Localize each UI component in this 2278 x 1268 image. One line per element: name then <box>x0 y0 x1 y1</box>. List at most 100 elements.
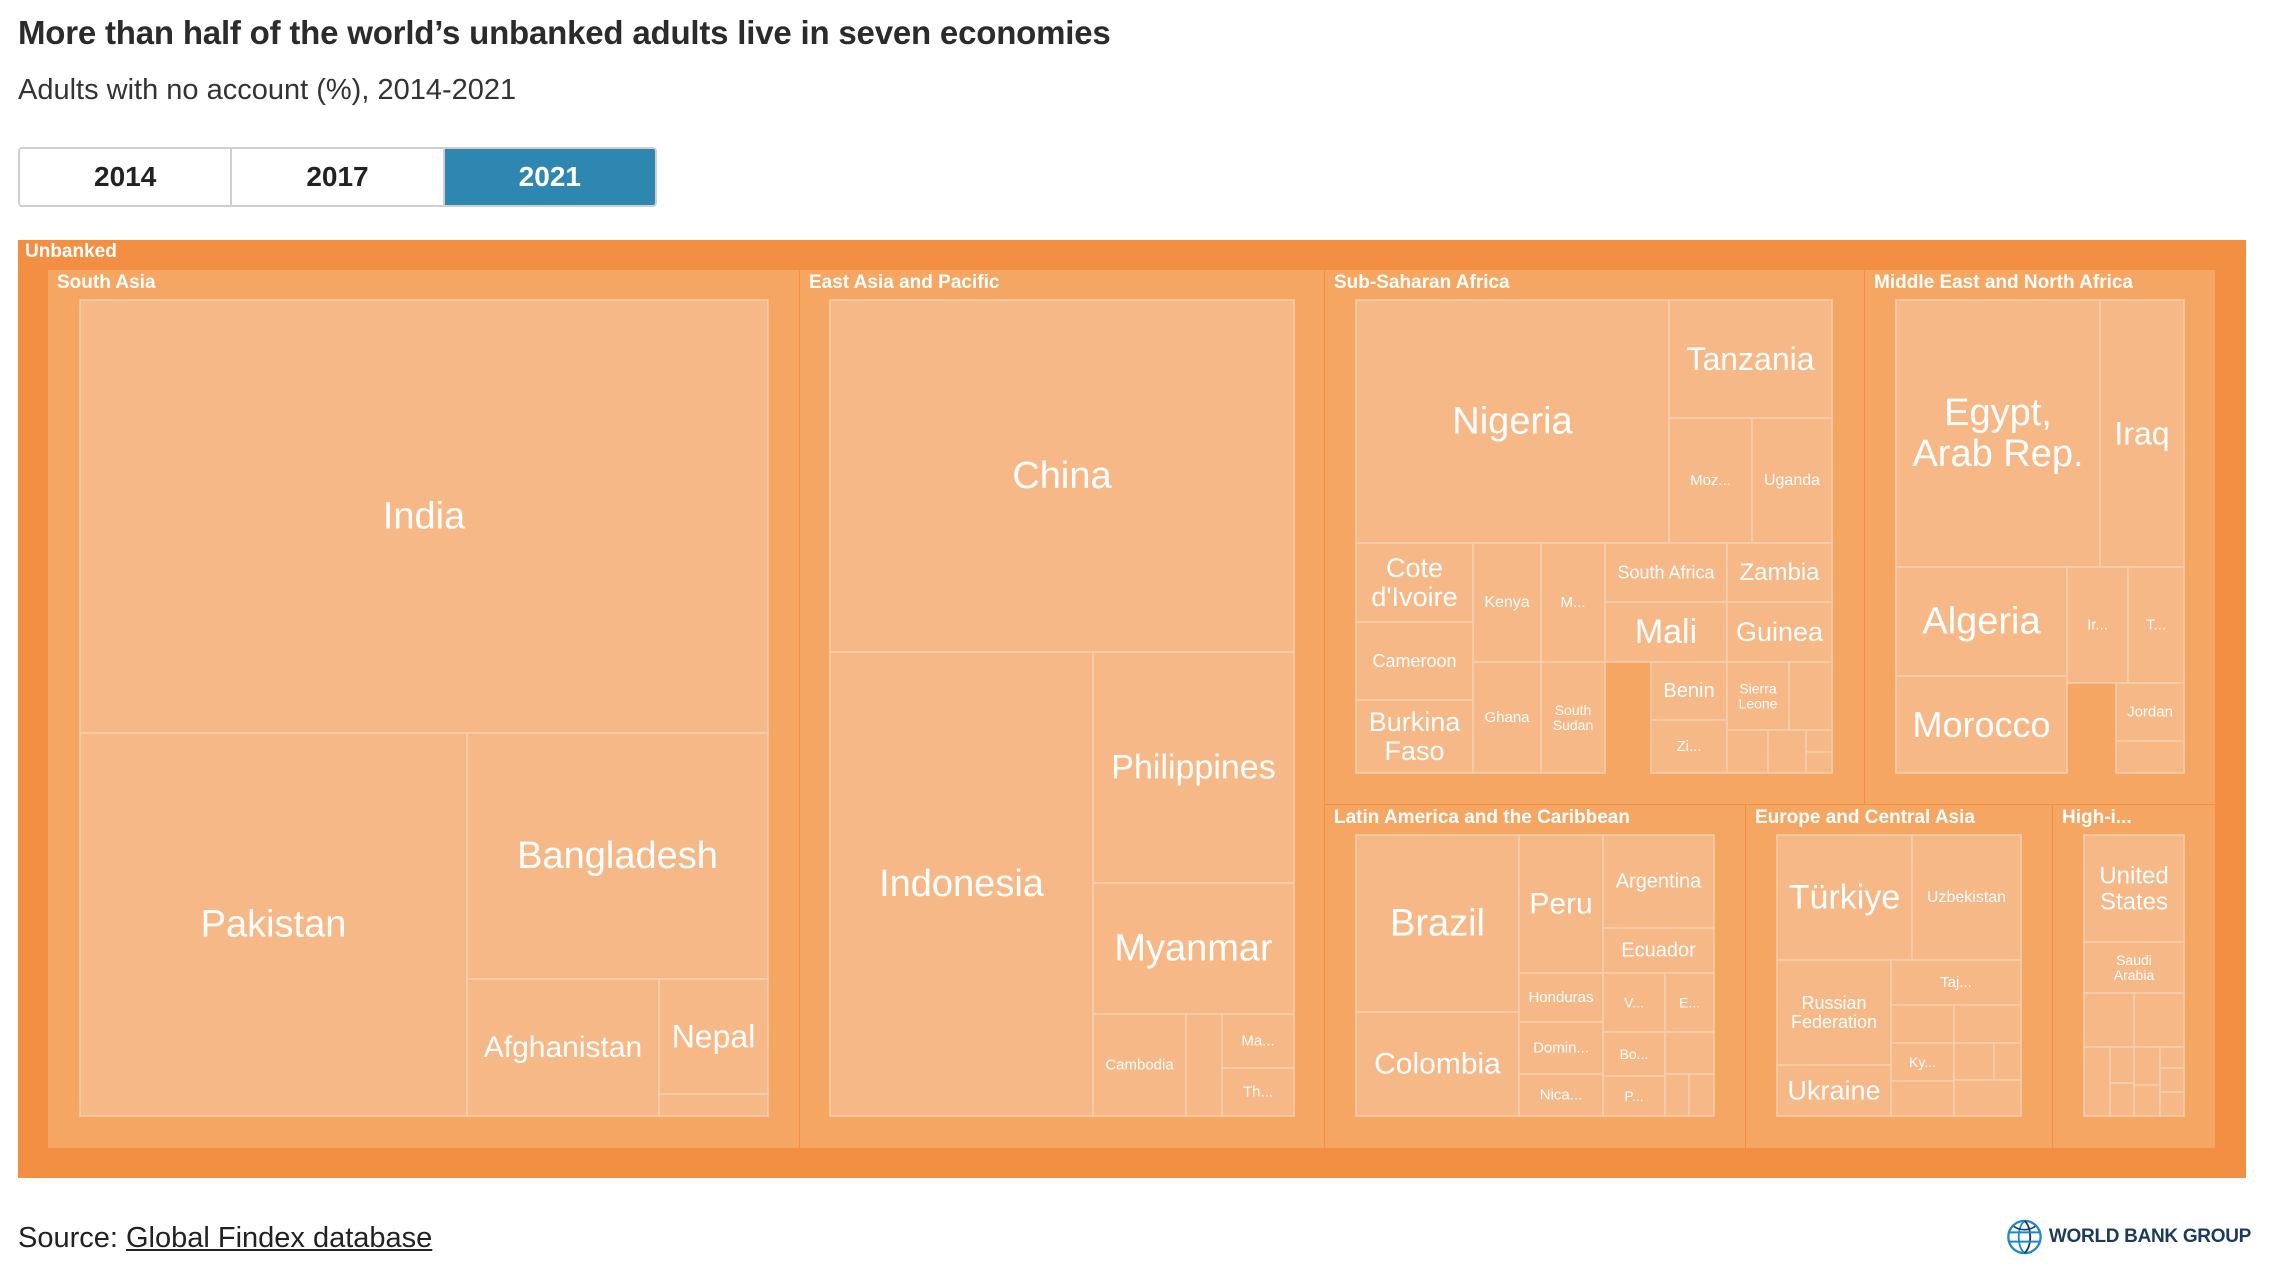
treemap-cell <box>1664 972 1715 1033</box>
treemap-cell <box>1518 1021 1604 1075</box>
treemap-cell <box>1355 299 1670 544</box>
cell-label: China <box>1012 455 1112 497</box>
cell-label: Nigeria <box>1452 401 1573 443</box>
treemap-cell <box>466 732 769 980</box>
cell-label: Uganda <box>1764 472 1820 489</box>
treemap-cell <box>1895 299 2101 568</box>
treemap-cell <box>1953 1042 1995 1081</box>
treemap-cell <box>1726 601 1833 663</box>
cell-label: Ky... <box>1909 1054 1936 1070</box>
world-bank-logo[interactable]: WORLD BANK GROUP <box>2006 1212 2251 1262</box>
treemap-cell <box>1602 1075 1666 1117</box>
cell-label: Ukraine <box>1787 1076 1880 1106</box>
treemap-cell <box>1664 1031 1715 1075</box>
treemap-cell <box>1355 542 1474 623</box>
cell-label: Moz... <box>1690 472 1731 489</box>
treemap-cell <box>2083 834 2185 943</box>
treemap-cell <box>1805 751 1833 774</box>
treemap-cell <box>1788 661 1833 731</box>
cell-label: Ir... <box>2087 617 2108 634</box>
cell-label: Burkina Faso <box>1369 707 1462 766</box>
treemap-cell <box>1472 542 1542 663</box>
treemap-cell <box>1472 661 1542 774</box>
treemap-cell <box>1355 1011 1520 1117</box>
treemap-cell <box>1604 601 1728 663</box>
treemap-cell <box>1776 834 1913 961</box>
treemap-cell <box>1355 834 1520 1013</box>
cell-label: Morocco <box>1912 704 2050 745</box>
cell-label: Cambodia <box>1105 1057 1174 1074</box>
treemap-cell <box>829 651 1094 1117</box>
treemap-cell <box>1518 972 1604 1023</box>
cell-label: Zi... <box>1677 738 1702 755</box>
cell-label: Algeria <box>1922 601 2041 643</box>
treemap-cell <box>1726 729 1769 774</box>
cell-label: Nica... <box>1540 1087 1583 1104</box>
cell-label: Sierra Leone <box>1739 680 1778 711</box>
source-note: Source: Global Findex database <box>18 1222 432 1255</box>
cell-label: Taj... <box>1940 974 1972 991</box>
treemap-cell <box>2115 740 2185 774</box>
region-label: Middle East and North Africa <box>1874 272 2133 293</box>
logo-text: WORLD BANK GROUP <box>2048 1226 2251 1247</box>
cell-label: Bangladesh <box>517 835 718 877</box>
treemap-cell <box>1540 661 1606 774</box>
treemap-cell <box>2109 1082 2135 1117</box>
source-link[interactable]: Global Findex database <box>126 1222 433 1254</box>
treemap-cell <box>1355 621 1474 701</box>
tab-2017[interactable]: 2017 <box>232 149 445 205</box>
treemap-cell <box>1895 566 2068 677</box>
treemap-cell <box>2159 1046 2185 1069</box>
treemap-cell <box>1092 1013 1187 1117</box>
cell-label: South Sudan <box>1553 702 1593 733</box>
cell-label: Kenya <box>1484 594 1529 611</box>
cell-label: Ma... <box>1241 1033 1274 1050</box>
treemap-cell <box>1776 1064 1892 1117</box>
cell-label: Ecuador <box>1621 940 1696 962</box>
treemap-chart: Unbanked South Asia India Pakistan Banglades… <box>18 240 2246 1178</box>
tab-2014[interactable]: 2014 <box>20 149 233 205</box>
tab-2021[interactable]: 2021 <box>444 149 655 205</box>
treemap-cell <box>1776 959 1892 1066</box>
cell-label: Uzbekistan <box>1927 889 2006 906</box>
treemap-cell <box>1751 417 1833 544</box>
cell-label: Benin <box>1663 680 1714 702</box>
treemap-cell <box>1092 882 1295 1015</box>
treemap-cell <box>2159 1067 2185 1093</box>
treemap-cell <box>1993 1042 2022 1081</box>
cell-label: Indonesia <box>879 863 1045 905</box>
treemap-cell <box>1767 729 1807 774</box>
cell-label: Myanmar <box>1114 928 1273 970</box>
treemap-cell <box>466 978 660 1117</box>
cell-label: Saudi Arabia <box>2114 952 2155 983</box>
cell-label: Tanzania <box>1686 341 1814 377</box>
cell-label: Türkiye <box>1789 879 1900 917</box>
treemap-cell <box>2109 1046 2135 1084</box>
treemap-cell <box>1668 299 1833 419</box>
chart-subtitle: Adults with no account (%), 2014-2021 <box>18 74 517 106</box>
treemap-cell <box>2115 682 2185 742</box>
cell-label: M... <box>1561 594 1586 611</box>
cell-label: Russian Federation <box>1791 993 1877 1032</box>
treemap-cell <box>1092 651 1295 884</box>
cell-label: Honduras <box>1528 989 1593 1006</box>
region-label: Latin America and the Caribbean <box>1334 807 1630 828</box>
cell-label: Egypt, Arab Rep. <box>1912 392 2083 475</box>
treemap-cell <box>2133 1084 2161 1117</box>
cell-label: T... <box>2146 617 2166 634</box>
cell-label: Brazil <box>1390 903 1485 945</box>
treemap-cell <box>1895 675 2068 774</box>
cell-label: Peru <box>1529 888 1592 921</box>
cell-label: Pakistan <box>201 904 347 946</box>
treemap-cell <box>2083 1046 2111 1117</box>
treemap-cell <box>1221 1067 1295 1117</box>
treemap-cell <box>1185 1013 1223 1117</box>
treemap-cell <box>1540 542 1606 663</box>
chart-title: More than half of the world’s unbanked a… <box>18 14 1111 51</box>
cell-label: Colombia <box>1374 1048 1501 1081</box>
treemap-cell <box>1688 1073 1715 1117</box>
year-selector: 2014 2017 2021 <box>18 147 657 207</box>
treemap-cell <box>2127 566 2185 684</box>
cell-label: Mali <box>1635 613 1697 651</box>
source-prefix: Source: <box>18 1222 126 1254</box>
